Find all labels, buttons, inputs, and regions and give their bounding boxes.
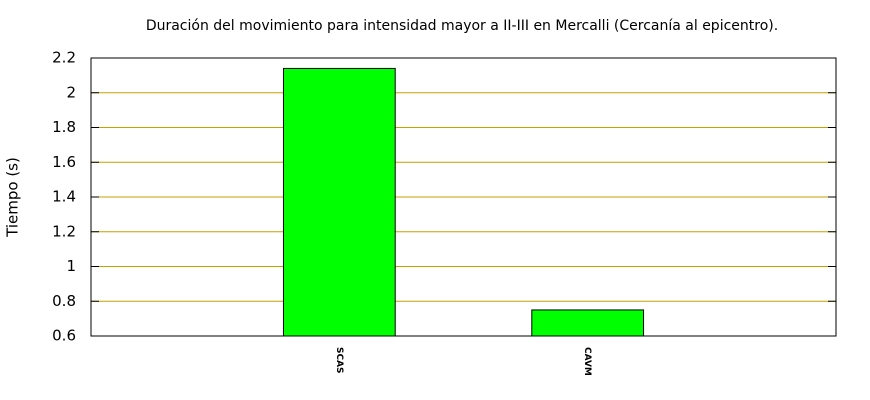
bar xyxy=(282,67,396,337)
y-tick-label: 1.8 xyxy=(52,118,76,136)
y-tick-label: 1.6 xyxy=(52,153,76,171)
y-tick-label: 0.8 xyxy=(52,292,76,310)
y-tick-label: 2.2 xyxy=(52,49,76,67)
x-tick-label: CAVM xyxy=(582,347,592,376)
y-tick-label: 1.2 xyxy=(52,222,76,240)
y-axis-label: Tiempo (s) xyxy=(4,157,22,238)
bar xyxy=(531,309,645,337)
y-tick-label: 1.4 xyxy=(52,188,76,206)
plot-frame xyxy=(90,57,837,337)
y-tick-label: 0.6 xyxy=(52,327,76,345)
y-tick-label: 1 xyxy=(66,257,76,275)
chart-title: Duración del movimiento para intensidad … xyxy=(146,18,778,34)
x-tick-label: SCAS xyxy=(334,347,344,374)
y-tick-label: 2 xyxy=(66,83,76,101)
